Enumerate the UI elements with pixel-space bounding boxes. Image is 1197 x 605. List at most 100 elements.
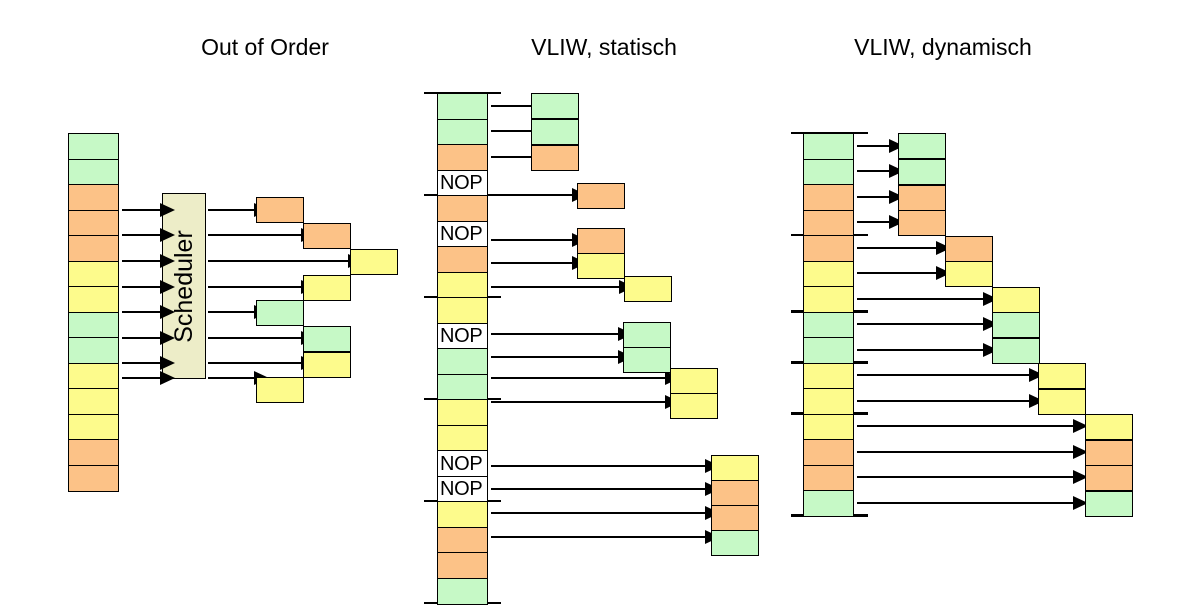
input-cell xyxy=(68,286,119,314)
input-cell xyxy=(68,362,119,390)
panel-title-vliw-statisch: VLIW, statisch xyxy=(531,34,677,60)
input-cell xyxy=(68,413,119,441)
input-cell xyxy=(68,260,119,288)
input-cell-nop: NOP xyxy=(437,450,488,478)
dispatch-arrow-line xyxy=(857,297,983,301)
output-cell xyxy=(945,261,993,287)
dispatch-arrow-line xyxy=(491,285,619,289)
output-arrow-line xyxy=(208,310,254,314)
input-arrow-line xyxy=(122,310,160,314)
dispatch-arrow-head xyxy=(1073,469,1088,484)
dispatch-arrow-line xyxy=(857,144,889,148)
output-cell xyxy=(711,505,759,531)
output-cell xyxy=(1085,414,1133,440)
dispatch-arrow-line xyxy=(491,238,572,242)
output-cell xyxy=(1085,440,1133,466)
input-cell-nop: NOP xyxy=(437,322,488,350)
input-arrow-head xyxy=(160,202,175,217)
input-cell xyxy=(68,337,119,365)
input-arrow-head xyxy=(160,253,175,268)
output-arrow-line xyxy=(208,259,348,263)
output-cell xyxy=(898,210,946,236)
input-cell xyxy=(803,464,854,492)
input-arrow-line xyxy=(122,208,160,212)
output-cell xyxy=(945,236,993,262)
dispatch-arrow-line xyxy=(491,261,572,265)
output-arrow-line xyxy=(208,336,301,340)
input-cell xyxy=(803,133,854,161)
input-arrow-head xyxy=(160,370,175,385)
dispatch-arrow-line xyxy=(491,511,705,515)
input-arrow-head xyxy=(160,330,175,345)
input-cell xyxy=(68,235,119,263)
output-cell xyxy=(1085,465,1133,491)
input-cell xyxy=(803,362,854,390)
dispatch-arrow-head xyxy=(1073,444,1088,459)
output-cell xyxy=(992,338,1040,364)
output-cell xyxy=(531,93,579,119)
diagram-canvas: Out of Order Scheduler VLIW, statisch NOP NO… xyxy=(68,34,1133,605)
input-cell xyxy=(437,246,488,274)
dispatch-arrow-line xyxy=(491,193,572,197)
output-cell xyxy=(577,253,625,279)
dispatch-arrow-line xyxy=(857,322,983,326)
input-cell xyxy=(437,144,488,172)
input-cell xyxy=(803,286,854,314)
input-cell xyxy=(437,271,488,299)
dispatch-arrow-line xyxy=(857,246,936,250)
input-arrow-head xyxy=(160,227,175,242)
output-cell xyxy=(711,480,759,506)
input-cell xyxy=(437,93,488,121)
output-cell xyxy=(303,275,351,301)
input-cell xyxy=(437,348,488,376)
output-cell xyxy=(303,223,351,249)
input-cell xyxy=(68,184,119,212)
output-cell xyxy=(577,183,625,209)
dispatch-arrow-head xyxy=(1073,495,1088,510)
panel-title-vliw-dynamisch: VLIW, dynamisch xyxy=(854,34,1032,60)
output-cell xyxy=(898,185,946,211)
output-cell xyxy=(350,249,398,275)
dispatch-arrow-line xyxy=(857,169,889,173)
output-cell xyxy=(531,119,579,145)
dispatch-arrow-head xyxy=(1073,418,1088,433)
dispatch-arrow-line xyxy=(857,399,1029,403)
input-cell xyxy=(437,526,488,554)
input-cell xyxy=(68,133,119,161)
output-cell xyxy=(1085,491,1133,517)
output-cell xyxy=(256,377,304,403)
input-cell xyxy=(437,424,488,452)
output-cell xyxy=(898,133,946,159)
input-arrow-line xyxy=(122,285,160,289)
output-cell xyxy=(531,145,579,171)
dispatch-arrow-line xyxy=(857,195,889,199)
input-cell xyxy=(803,490,854,518)
output-cell xyxy=(1038,363,1086,389)
input-cell xyxy=(803,209,854,237)
input-cell xyxy=(437,552,488,580)
output-arrow-line xyxy=(208,233,301,237)
input-arrow-line xyxy=(122,259,160,263)
input-cell xyxy=(803,311,854,339)
output-cell xyxy=(898,159,946,185)
input-cell xyxy=(68,439,119,467)
input-cell xyxy=(68,311,119,339)
input-cell xyxy=(437,399,488,427)
output-cell xyxy=(711,530,759,556)
dispatch-arrow-line xyxy=(857,501,1073,505)
input-cell xyxy=(437,373,488,401)
bundle-separator xyxy=(424,91,501,95)
panel-title-out-of-order: Out of Order xyxy=(201,34,329,60)
output-cell xyxy=(1038,389,1086,415)
input-cell xyxy=(803,337,854,365)
input-cell-nop: NOP xyxy=(437,169,488,197)
input-cell xyxy=(437,577,488,605)
dispatch-arrow-line xyxy=(491,155,560,159)
output-cell xyxy=(992,287,1040,313)
output-cell xyxy=(303,352,351,378)
output-cell xyxy=(711,455,759,481)
output-arrow-line xyxy=(208,361,301,365)
output-cell xyxy=(577,228,625,254)
input-arrow-line xyxy=(122,376,160,380)
input-cell xyxy=(803,260,854,288)
